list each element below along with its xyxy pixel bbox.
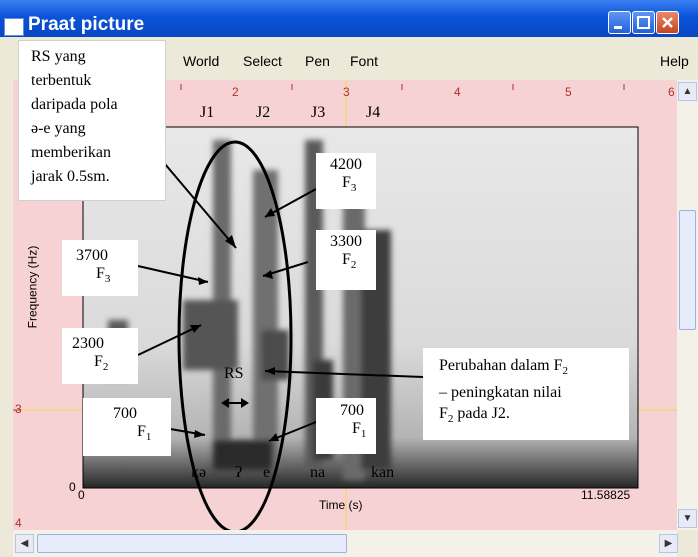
syllable-ke: kə — [191, 464, 207, 481]
scroll-left-arrow-icon[interactable]: ◀ — [15, 534, 34, 553]
f2-left-value: 2300 — [72, 335, 104, 352]
f1-left-value: 700 — [113, 405, 137, 422]
scroll-up-arrow-icon[interactable]: ▲ — [678, 82, 697, 101]
segment-j2: J2 — [256, 104, 271, 121]
menu-help[interactable]: Help — [660, 53, 689, 69]
f3-right-label: F3 — [342, 174, 357, 195]
menu-select[interactable]: Select — [243, 53, 282, 69]
f2-change-box: Perubahan dalam F2 – peningkatan nilai F… — [423, 348, 629, 440]
syllable-e: e — [263, 464, 271, 481]
x-axis-label: Time (s) — [319, 498, 363, 512]
picture-canvas[interactable]: 2 3 4 5 6 3 0 4 Frequency (Hz) Time (s) … — [13, 80, 677, 530]
scroll-down-arrow-icon[interactable]: ▼ — [678, 509, 697, 528]
f3-left-label: F3 — [96, 265, 111, 286]
segment-j1: J1 — [200, 104, 215, 121]
app-icon — [4, 18, 24, 36]
f2-left-box: 2300 F2 — [62, 328, 138, 384]
rs-label: RS — [224, 365, 244, 382]
vertical-scroll-thumb[interactable] — [679, 210, 696, 330]
x-axis-end: 11.58825 — [581, 488, 631, 502]
minimize-icon — [614, 26, 622, 29]
segment-j4: J4 — [366, 104, 381, 121]
vertical-scrollbar[interactable]: ▲ ▼ — [677, 80, 698, 530]
horizontal-scroll-thumb[interactable] — [37, 534, 347, 553]
close-icon — [662, 17, 673, 28]
change-line-3: F2 pada J2. — [439, 405, 510, 426]
y-axis-zero: 0 — [69, 480, 76, 494]
rs-description-box: RS yang terbentuk daripada pola ə-e yang… — [18, 40, 166, 201]
syllable-na: na — [310, 464, 326, 481]
menu-pen[interactable]: Pen — [305, 53, 330, 69]
menu-font[interactable]: Font — [350, 53, 379, 69]
f3-right-value: 4200 — [330, 156, 362, 173]
rs-line-6: jarak 0.5sm. — [31, 168, 110, 185]
rs-ellipse — [177, 140, 293, 530]
rs-line-1: RS yang — [31, 48, 86, 65]
f1-left-label: F1 — [137, 423, 152, 444]
maximize-icon — [637, 16, 650, 29]
f2-right-label: F2 — [342, 251, 357, 272]
syllable-glottal: ʔ — [235, 464, 243, 481]
rs-line-4: ə-e yang — [31, 120, 86, 137]
x-axis-start: 0 — [78, 488, 85, 502]
change-line-1: Perubahan dalam F2 — [439, 357, 569, 378]
window-title: Praat picture — [28, 14, 145, 35]
title-bar: Praat picture — [0, 0, 698, 37]
rs-line-3: daripada pola — [31, 96, 118, 113]
syllable-kan: kan — [371, 464, 395, 481]
f3-right-box: 4200 F3 — [316, 153, 376, 209]
f2-left-label: F2 — [94, 353, 109, 374]
top-tick-4: 4 — [454, 85, 461, 99]
horizontal-scrollbar[interactable]: ◀ ▶ — [13, 530, 678, 557]
top-tick-2: 2 — [232, 85, 239, 99]
y-axis-label: Frequency (Hz) — [25, 245, 40, 329]
arrow-heads — [190, 208, 279, 441]
scroll-right-arrow-icon[interactable]: ▶ — [659, 534, 678, 553]
left-tick-3: 3 — [15, 402, 22, 416]
left-tick-4: 4 — [15, 516, 22, 530]
f1-right-value: 700 — [340, 402, 364, 419]
f2-right-box: 3300 F2 — [316, 230, 376, 290]
top-tick-3: 3 — [343, 85, 350, 99]
close-button[interactable] — [656, 11, 679, 34]
segment-j3: J3 — [311, 104, 326, 121]
f1-right-box: 700 F1 — [316, 398, 376, 454]
top-tick-5: 5 — [565, 85, 572, 99]
change-line-2: – peningkatan nilai — [439, 384, 562, 402]
top-tick-6: 6 — [668, 85, 675, 99]
maximize-button[interactable] — [632, 11, 655, 34]
rs-line-2: terbentuk — [31, 72, 92, 89]
f2-right-value: 3300 — [330, 233, 362, 250]
f3-left-box: 3700 F3 — [62, 240, 138, 296]
rs-line-5: memberikan — [31, 144, 111, 161]
f3-left-value: 3700 — [76, 247, 108, 264]
minimize-button[interactable] — [608, 11, 631, 34]
menu-world[interactable]: World — [183, 53, 220, 69]
f1-left-box: 700 F1 — [83, 398, 171, 456]
f1-right-label: F1 — [352, 420, 367, 441]
